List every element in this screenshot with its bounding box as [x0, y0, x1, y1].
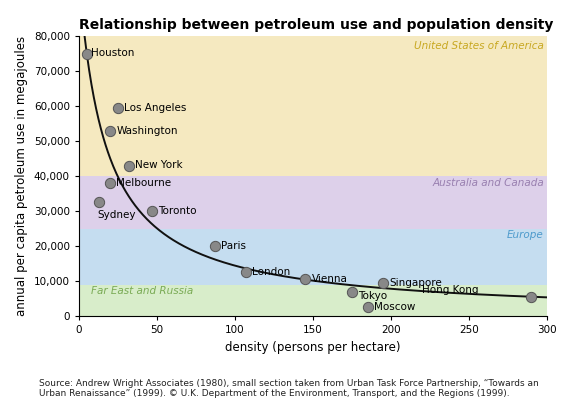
Text: Washington: Washington	[116, 126, 178, 136]
Bar	[79, 36, 547, 176]
Text: United States of America: United States of America	[414, 41, 544, 51]
Text: Singapore: Singapore	[390, 278, 442, 288]
Point	[125, 162, 134, 169]
Point	[241, 269, 250, 276]
Point	[210, 243, 219, 249]
Point	[105, 127, 114, 134]
Point	[379, 280, 388, 286]
Text: Vienna: Vienna	[311, 274, 347, 284]
Text: Houston: Houston	[91, 48, 135, 58]
Text: Source: Andrew Wright Associates (1980), small section taken from Urban Task For: Source: Andrew Wright Associates (1980),…	[39, 378, 539, 398]
Text: Europe: Europe	[507, 230, 544, 240]
Point	[363, 304, 372, 310]
Point	[527, 294, 536, 300]
Text: Relationship between petroleum use and population density: Relationship between petroleum use and p…	[79, 18, 553, 32]
X-axis label: density (persons per hectare): density (persons per hectare)	[225, 340, 401, 354]
Text: Moscow: Moscow	[374, 302, 415, 312]
Point	[105, 180, 114, 186]
Text: Hong Kong: Hong Kong	[422, 286, 479, 296]
Text: Melbourne: Melbourne	[116, 178, 171, 188]
Text: Toronto: Toronto	[158, 206, 197, 216]
Text: Far East and Russia: Far East and Russia	[91, 286, 193, 296]
Point	[148, 208, 157, 214]
Text: New York: New York	[135, 160, 183, 170]
Point	[113, 104, 122, 111]
Point	[301, 276, 310, 282]
Text: Australia and Canada: Australia and Canada	[432, 178, 544, 188]
Bar	[79, 228, 547, 284]
Point	[347, 288, 356, 295]
Text: Paris: Paris	[221, 241, 246, 251]
Point	[95, 199, 104, 206]
Text: Los Angeles: Los Angeles	[124, 103, 187, 113]
Y-axis label: annual per capita petroleum use in megajoules: annual per capita petroleum use in megaj…	[15, 36, 28, 316]
Text: London: London	[252, 267, 290, 277]
Point	[82, 50, 91, 57]
Bar	[79, 176, 547, 228]
Text: Sydney: Sydney	[98, 210, 136, 220]
Text: Tokyo: Tokyo	[358, 291, 387, 301]
Bar	[79, 284, 547, 316]
